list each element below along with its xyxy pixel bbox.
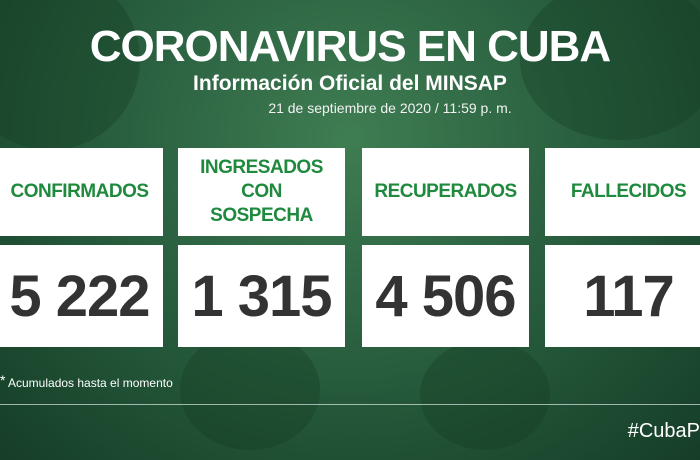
card-value: 1 315 (178, 245, 345, 347)
footnote-mark: * (0, 372, 6, 388)
card-label: FALLECIDOS (545, 148, 700, 236)
hashtag: #CubaP (627, 420, 700, 442)
card-note: * (681, 252, 691, 279)
card-value: 4 506 (362, 245, 529, 347)
divider (0, 404, 700, 405)
card-label: RECUPERADOS (362, 148, 529, 236)
card-value: 117 (545, 245, 700, 347)
card-note: * (498, 252, 508, 279)
footnote: Acumulados hasta el momento (8, 376, 173, 390)
card-label: INGRESADOS CON SOSPECHA (178, 148, 345, 236)
subtitle: Información Oficial del MINSAP (193, 72, 507, 95)
virus-decoration (180, 330, 320, 450)
virus-decoration (520, 0, 700, 140)
virus-decoration (420, 340, 550, 450)
card-value: 5 222 (0, 245, 163, 347)
card-label: CONFIRMADOS (0, 148, 163, 236)
title: CORONAVIRUS EN CUBA (89, 22, 611, 71)
date: 21 de septiembre de 2020 / 11:59 p. m. (268, 100, 512, 116)
card-note: * (132, 252, 142, 279)
